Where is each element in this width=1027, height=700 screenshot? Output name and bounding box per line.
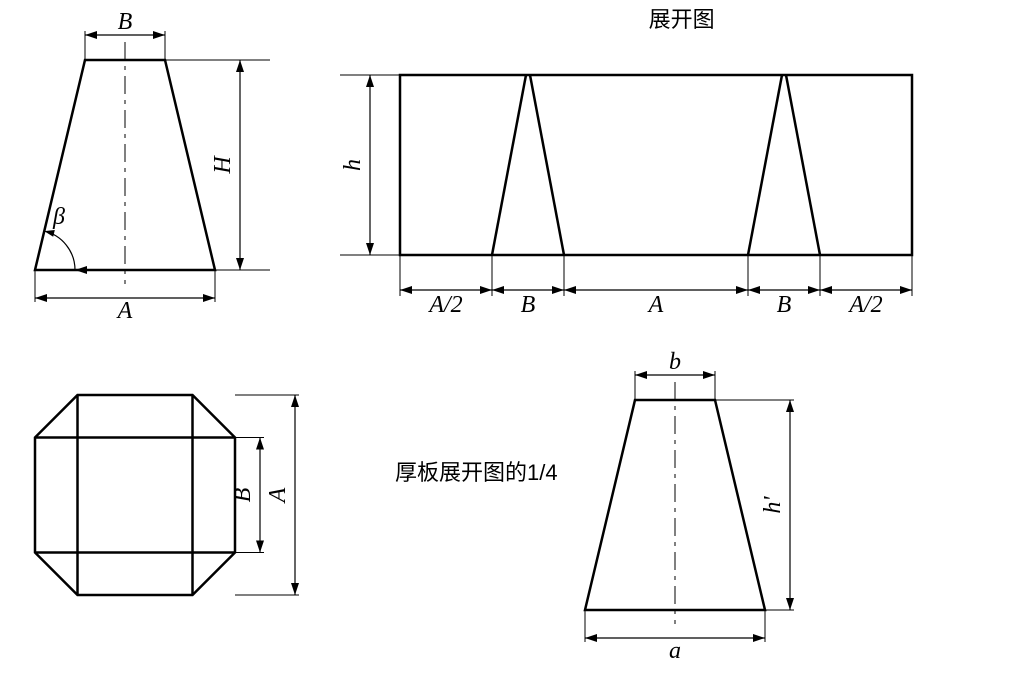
frustum-elevation: B A Hβ [35,9,270,324]
quarter-title: 厚板展开图的1/4 [395,460,558,485]
dim-seg-4: A/2 [847,292,882,318]
dim-A-plan: A [265,487,291,504]
label-beta: β [52,204,65,230]
dim-seg-3: B [777,292,792,318]
plan-view: AB [35,395,299,595]
dim-B: B [118,9,133,35]
development-view: 展开图 h A/2 B A B A/2 [340,7,912,318]
dim-a: a [669,638,681,664]
dim-seg-0: A/2 [427,292,462,318]
dim-H: H [210,155,236,175]
dim-seg-2: A [647,292,664,318]
development-title: 展开图 [649,7,715,32]
quarter-development: b a h' 厚板展开图的1/4 [395,349,794,664]
dim-h: h [340,159,366,171]
dim-A: A [116,298,133,324]
dim-b: b [669,349,681,375]
dim-hprime: h' [760,496,786,514]
dim-seg-1: B [521,292,536,318]
dim-B-plan: B [230,487,256,502]
